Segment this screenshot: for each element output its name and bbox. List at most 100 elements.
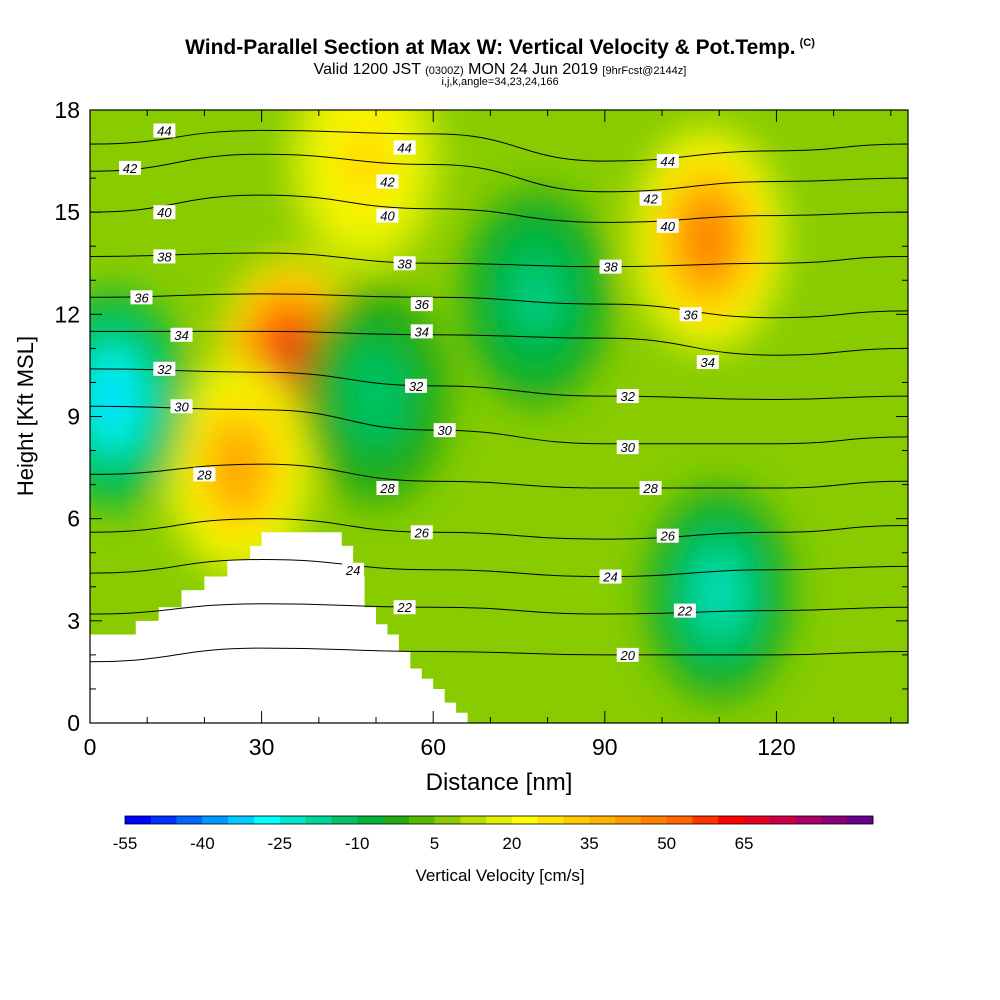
- valid-utc: (0300Z): [425, 65, 464, 77]
- colorbar-swatch: [176, 816, 203, 824]
- theta-contour-38: [90, 252, 908, 268]
- theta-contour-26: [90, 518, 908, 540]
- colorbar-swatch: [486, 816, 513, 824]
- theta-label-28: 28: [376, 481, 399, 496]
- y-tick-label: 3: [67, 608, 80, 634]
- theta-label-box: [656, 154, 679, 169]
- theta-label-box: [656, 218, 679, 233]
- theta-label-text: 44: [661, 154, 675, 169]
- theta-label-text: 34: [174, 328, 188, 343]
- theta-label-box: [170, 327, 193, 342]
- theta-label-text: 22: [677, 604, 693, 619]
- theta-label-34: 34: [410, 324, 433, 339]
- theta-label-42: 42: [639, 191, 662, 207]
- theta-label-box: [599, 569, 622, 584]
- theta-label-text: 28: [642, 481, 658, 496]
- theta-label-30: 30: [433, 423, 456, 438]
- theta-label-text: 36: [134, 290, 149, 305]
- theta-label-box: [410, 297, 433, 312]
- colorbar-swatch: [821, 816, 848, 824]
- theta-label-34: 34: [696, 355, 719, 370]
- theta-label-box: [410, 324, 433, 339]
- y-tick-label: 9: [67, 404, 80, 430]
- colorbar-swatch: [744, 816, 771, 824]
- theta-label-text: 20: [619, 648, 635, 663]
- theta-label-text: 22: [396, 600, 412, 615]
- theta-label-30: 30: [170, 399, 193, 414]
- colorbar-swatch: [202, 816, 229, 824]
- theta-label-box: [376, 174, 399, 189]
- terrain-layer: [90, 532, 468, 723]
- theta-label-36: 36: [679, 307, 702, 322]
- y-axis-label: Height [Kft MSL]: [13, 336, 38, 496]
- colorbar-swatch: [460, 816, 487, 824]
- theta-label-44: 44: [153, 123, 176, 138]
- theta-label-box: [342, 562, 365, 577]
- y-tick-label: 0: [67, 710, 80, 736]
- theta-label-box: [696, 355, 719, 370]
- theta-label-26: 26: [656, 528, 679, 544]
- theta-label-text: 44: [397, 140, 411, 155]
- x-tick-label: 0: [84, 734, 97, 760]
- theta-contour-labels: 4442403836343230284442403836343230282624…: [119, 123, 719, 663]
- colorbar-swatch: [434, 816, 461, 824]
- theta-label-text: 34: [701, 355, 715, 370]
- theta-label-22: 22: [673, 603, 696, 619]
- theta-label-box: [616, 440, 639, 455]
- theta-label-text: 36: [683, 307, 698, 322]
- copyright-mark: (C): [799, 37, 815, 49]
- colorbar-swatch: [847, 816, 874, 824]
- theta-label-text: 38: [397, 256, 412, 271]
- theta-label-28: 28: [639, 481, 662, 496]
- theta-label-44: 44: [393, 140, 416, 155]
- colorbar-swatch: [615, 816, 642, 824]
- theta-label-text: 40: [380, 209, 395, 224]
- chart-title: Wind-Parallel Section at Max W: Vertical…: [0, 36, 1000, 60]
- colorbar-swatch: [692, 816, 719, 824]
- theta-label-40: 40: [153, 205, 176, 220]
- theta-label-box: [153, 249, 176, 264]
- theta-label-38: 38: [393, 256, 416, 271]
- y-tick-label: 15: [54, 199, 80, 225]
- colorbar-swatch: [382, 816, 410, 824]
- theta-label-28: 28: [193, 467, 216, 482]
- theta-label-box: [119, 160, 142, 175]
- colorbar-swatch: [666, 816, 693, 824]
- theta-label-box: [130, 290, 153, 305]
- theta-label-box: [433, 423, 456, 438]
- theta-label-text: 26: [414, 525, 430, 540]
- theta-label-box: [393, 256, 416, 271]
- colorbar: -55 -40 -25 -10 5 20 35 50 65: [113, 815, 874, 853]
- theta-label-box: [616, 647, 639, 662]
- theta-label-text: 38: [603, 260, 618, 275]
- theta-label-box: [639, 481, 662, 496]
- theta-label-text: 28: [379, 481, 395, 496]
- theta-contour-28: [90, 463, 908, 489]
- colorbar-swatch: [125, 816, 152, 824]
- theta-label-text: 32: [157, 362, 172, 377]
- theta-label-text: 44: [157, 123, 171, 138]
- theta-label-box: [410, 525, 433, 540]
- valid-date: MON 24 Jun 2019: [468, 61, 598, 78]
- colorbar-swatch: [253, 816, 281, 824]
- x-axis-label: Distance [nm]: [426, 769, 573, 796]
- colorbar-swatch: [511, 816, 538, 824]
- colorbar-tick-label: 35: [580, 834, 599, 853]
- theta-label-44: 44: [656, 154, 679, 169]
- y-tick-label: 6: [67, 506, 80, 532]
- theta-label-text: 30: [620, 440, 635, 455]
- colorbar-swatch: [357, 816, 384, 824]
- theta-label-26: 26: [410, 525, 433, 540]
- chart-title-text: Wind-Parallel Section at Max W: Vertical…: [185, 36, 796, 59]
- theta-contour-44: [90, 129, 908, 162]
- x-tick-label: 120: [757, 734, 795, 760]
- theta-contour-40: [90, 194, 908, 223]
- theta-label-text: 42: [123, 161, 138, 176]
- theta-contour-32: [90, 368, 908, 400]
- colorbar-tick-label: 5: [430, 834, 439, 853]
- theta-label-text: 40: [157, 205, 172, 220]
- theta-label-box: [599, 259, 622, 274]
- velocity-cell: [97, 371, 128, 427]
- theta-contour-42: [90, 153, 908, 193]
- theta-label-box: [616, 389, 639, 404]
